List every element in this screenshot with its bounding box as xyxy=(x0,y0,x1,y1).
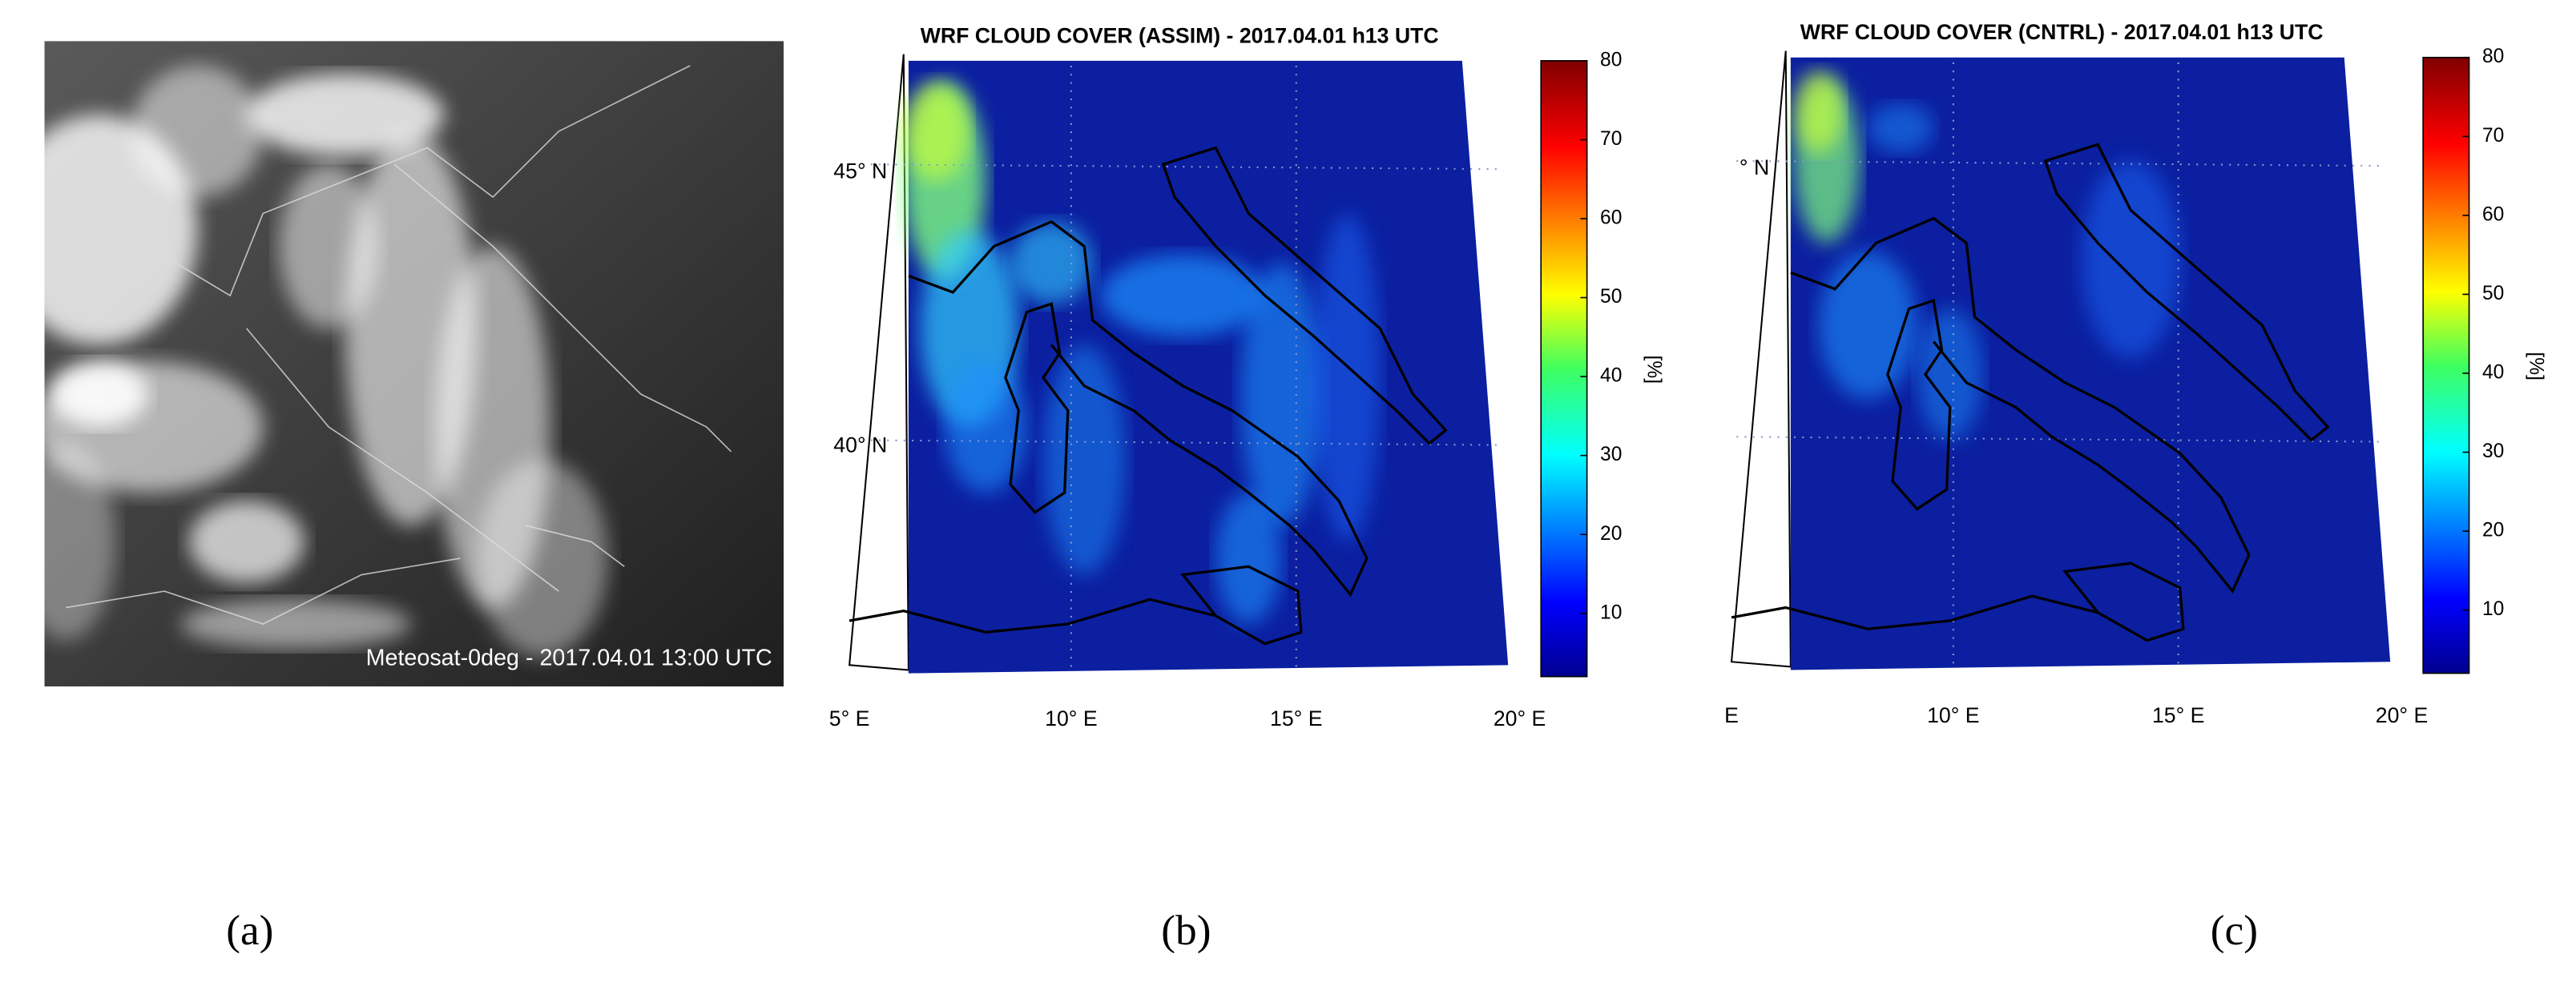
colorbar-tick-label: 10 xyxy=(1600,602,1622,623)
cloud-cover xyxy=(1793,70,1844,153)
lon-label: 10° E xyxy=(1927,703,1979,727)
lon-label: 10° E xyxy=(1045,706,1097,730)
colorbar-tick-label: 50 xyxy=(2482,283,2504,304)
map-field xyxy=(1790,57,2391,670)
cloud xyxy=(279,164,378,329)
coastline xyxy=(1731,143,2330,642)
lat-label: 40° N xyxy=(833,433,887,457)
coastline xyxy=(849,146,1448,646)
borders xyxy=(49,65,732,625)
lon-label: 20° E xyxy=(2376,703,2428,727)
lat-label: 45° N xyxy=(833,159,887,183)
cloud xyxy=(246,74,444,156)
colorbar-tick-label: 70 xyxy=(1600,128,1622,150)
colorbar xyxy=(2422,56,2470,674)
colorbar xyxy=(1540,60,1588,678)
colorbar-tick-label: 10 xyxy=(2482,598,2504,620)
colorbar-tick-label: 30 xyxy=(1600,444,1622,465)
grid-line xyxy=(854,163,1498,171)
lon-label: 15° E xyxy=(2152,703,2204,727)
colorbar-tick-label: 20 xyxy=(2482,520,2504,541)
cloud-cover xyxy=(1240,263,1323,526)
colorbar-tick-label: 70 xyxy=(2482,125,2504,147)
colorbar-tick-label: 50 xyxy=(1600,286,1622,308)
colorbar-tick-label: 40 xyxy=(2482,362,2504,384)
colorbar-tick-label: 30 xyxy=(2482,441,2504,462)
colorbar-label: [%] xyxy=(2525,352,2546,380)
cloud-cover xyxy=(945,361,1027,493)
colorbar-tick-label: 60 xyxy=(2482,203,2504,225)
grid-line xyxy=(1736,159,2380,167)
map-panel: WRF CLOUD COVER (CNTRL) - 2017.04.01 h13… xyxy=(1724,20,2546,727)
cloud-cover xyxy=(903,82,970,181)
cloud xyxy=(180,599,411,649)
map-title: WRF CLOUD COVER (ASSIM) - 2017.04.01 h13… xyxy=(921,23,1439,47)
colorbar-label: [%] xyxy=(1643,356,1664,384)
cloud xyxy=(44,443,115,641)
cloud-cover xyxy=(1043,344,1126,575)
lat-label: ° N xyxy=(1740,155,1769,179)
panel-caption: (c) xyxy=(2211,907,2258,954)
cloud-cover xyxy=(1215,493,1282,625)
colorbar-tick-label: 40 xyxy=(1600,365,1622,387)
cloud-cover xyxy=(1100,254,1265,337)
colorbar-tick-label: 20 xyxy=(1600,523,1622,545)
colorbar-tick-label: 60 xyxy=(1600,207,1622,228)
map-frame xyxy=(848,54,909,671)
map-panel: WRF CLOUD COVER (ASSIM) - 2017.04.01 h13… xyxy=(829,23,1665,730)
cloud-cover xyxy=(1314,213,1381,542)
satellite-image xyxy=(44,41,784,686)
grid-line xyxy=(1736,436,2380,443)
cloud-cover xyxy=(1868,103,1934,153)
cloud xyxy=(131,66,264,198)
satellite-label: Meteosat-0deg - 2017.04.01 13:00 UTC xyxy=(366,645,772,670)
lon-label: E xyxy=(1724,703,1739,727)
map-frame xyxy=(1730,50,1792,668)
cloud xyxy=(188,501,304,583)
grid-line xyxy=(854,439,1498,446)
cloud xyxy=(476,460,608,658)
cloud xyxy=(49,361,148,428)
cloud-cover xyxy=(2081,160,2180,358)
map-title: WRF CLOUD COVER (CNTRL) - 2017.04.01 h13… xyxy=(1800,20,2324,44)
colorbar-tick-label: 80 xyxy=(1600,49,1622,70)
cloud-cover xyxy=(1010,221,1093,304)
lon-label: 20° E xyxy=(1494,706,1546,730)
colorbar-tick-label: 80 xyxy=(2482,46,2504,67)
panel-caption: (b) xyxy=(1161,907,1211,954)
panel-caption: (a) xyxy=(226,907,273,954)
lon-label: 5° E xyxy=(829,706,870,730)
lon-label: 15° E xyxy=(1270,706,1322,730)
